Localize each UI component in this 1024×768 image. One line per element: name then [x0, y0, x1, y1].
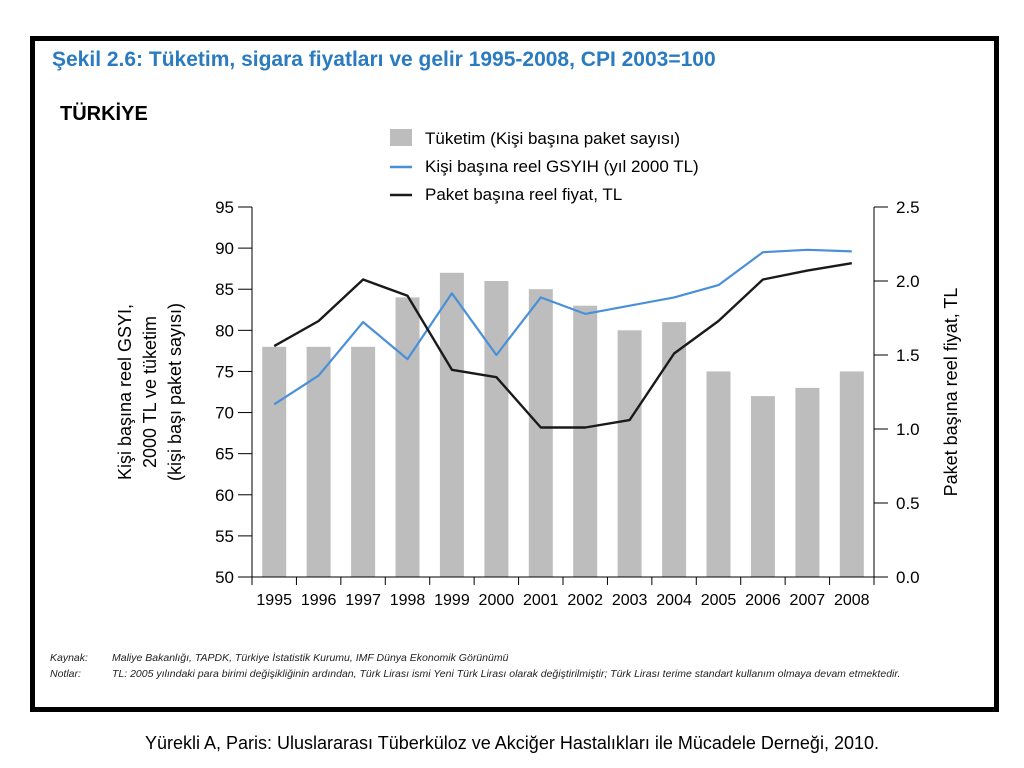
- gdp-line: [273, 248, 852, 406]
- left-tick-label: 70: [215, 404, 234, 423]
- x-tick-label: 1995: [256, 592, 292, 609]
- x-axis: 1995 1996 1997 1998 1999 2000 2001 2002 2003 2004…: [251, 576, 875, 609]
- right-tick-label: 0.5: [896, 494, 920, 513]
- country-label: TÜRKİYE: [60, 103, 148, 125]
- right-tick-label: 1.5: [896, 346, 920, 365]
- bar-2007: [795, 387, 820, 577]
- left-tick-label: 55: [215, 527, 234, 546]
- bar-2005: [706, 371, 731, 577]
- right-axis: 0.0 0.5 1.0 1.5 2.0 2.5: [873, 198, 920, 587]
- bar-2001: [528, 289, 553, 577]
- axis-titles: Kişi başına reel GSYI, 2000 TL ve tüketim…: [115, 288, 961, 497]
- right-tick-label: 2.5: [896, 198, 920, 217]
- bar-1995: [262, 346, 287, 577]
- left-axis-title-line: (kişi başı paket sayısı): [165, 303, 185, 481]
- bar-1999: [439, 272, 464, 577]
- bars-layer: [262, 272, 864, 577]
- notes-text: TL: 2005 yılındaki para birimi değişikli…: [112, 668, 901, 680]
- bar-2008: [839, 371, 864, 577]
- left-axis-title-line: Kişi başına reel GSYI,: [115, 304, 135, 480]
- x-tick-label: 2007: [790, 592, 826, 609]
- left-axis: 50 55 60 65 70 75 80 85 90 95: [215, 198, 253, 587]
- source-text: Maliye Bakanlığı, TAPDK, Türkiye İstatis…: [112, 652, 509, 664]
- right-tick-label: 2.0: [896, 272, 920, 291]
- left-tick-label: 80: [215, 321, 234, 340]
- x-tick-label: 2008: [834, 592, 870, 609]
- price-line: [273, 262, 852, 429]
- bar-1996: [306, 346, 331, 577]
- citation: Yürekli A, Paris: Uluslararası Tüberkülo…: [144, 733, 879, 753]
- bar-1997: [351, 346, 376, 577]
- bar-2004: [662, 322, 687, 577]
- left-tick-label: 90: [215, 239, 234, 258]
- footer: Kaynak: Maliye Bakanlığı, TAPDK, Türkiye…: [50, 650, 985, 682]
- source-label: Kaynak:: [50, 652, 88, 664]
- x-tick-label: 1996: [301, 592, 337, 609]
- legend: Tüketim (Kişi başına paket sayısı) Kişi b…: [390, 129, 699, 204]
- legend-label-consumption: Tüketim (Kişi başına paket sayısı): [425, 129, 680, 148]
- legend-label-price: Paket başına reel fiyat, TL: [425, 185, 622, 204]
- left-tick-label: 95: [215, 198, 234, 217]
- figure-frame: [30, 36, 999, 712]
- x-tick-label: 2006: [745, 592, 781, 609]
- legend-swatch-consumption: [390, 129, 412, 146]
- left-tick-label: 50: [215, 568, 234, 587]
- right-axis-title: Paket başına reel fiyat, TL: [941, 288, 961, 497]
- x-tick-label: 2004: [656, 592, 692, 609]
- x-tick-label: 1998: [390, 592, 426, 609]
- left-tick-label: 60: [215, 486, 234, 505]
- bar-2000: [484, 281, 509, 577]
- legend-label-gdp: Kişi başına reel GSYIH (yıl 2000 TL): [425, 157, 699, 176]
- left-tick-label: 75: [215, 362, 234, 381]
- left-axis-title-line: 2000 TL ve tüketim: [140, 316, 160, 468]
- right-tick-label: 1.0: [896, 420, 920, 439]
- bar-2003: [617, 330, 642, 577]
- bar-2002: [573, 305, 598, 577]
- figure-title: Şekil 2.6: Tüketim, sigara fiyatları ve …: [52, 48, 716, 71]
- x-tick-label: 2001: [523, 592, 559, 609]
- x-tick-label: 1999: [434, 592, 470, 609]
- bar-1998: [395, 297, 420, 577]
- left-tick-label: 65: [215, 445, 234, 464]
- x-tick-label: 2003: [612, 592, 648, 609]
- bar-2006: [750, 396, 775, 577]
- right-tick-label: 0.0: [896, 568, 920, 587]
- x-tick-label: 2002: [567, 592, 603, 609]
- left-tick-label: 85: [215, 280, 234, 299]
- x-tick-label: 2000: [479, 592, 515, 609]
- x-tick-label: 1997: [345, 592, 381, 609]
- x-tick-label: 2005: [701, 592, 737, 609]
- lines-layer: [273, 248, 852, 429]
- notes-label: Notlar:: [50, 668, 81, 680]
